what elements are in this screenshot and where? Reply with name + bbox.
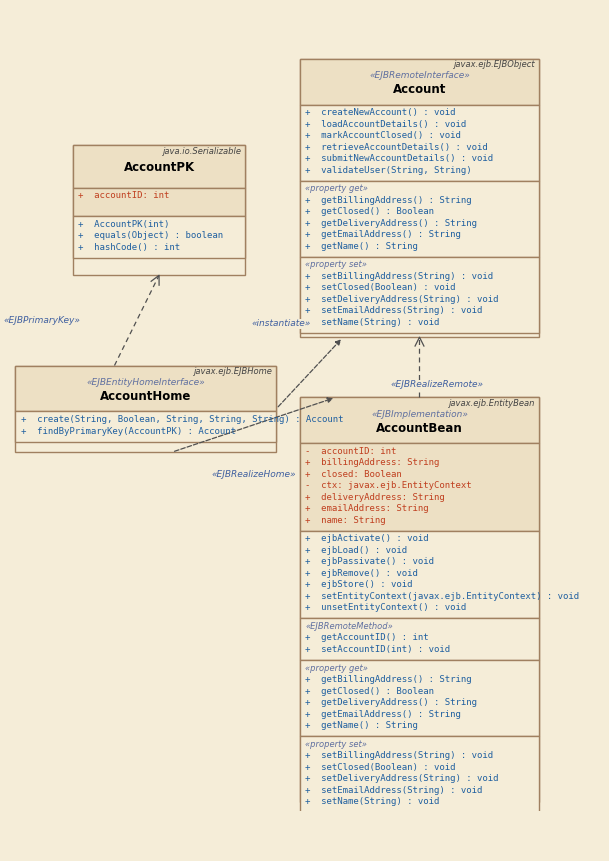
Text: +  findByPrimaryKey(AccountPK) : Account: + findByPrimaryKey(AccountPK) : Account bbox=[21, 426, 236, 436]
Text: +  hashCode() : int: + hashCode() : int bbox=[78, 243, 180, 251]
Text: +  retrieveAccountDetails() : void: + retrieveAccountDetails() : void bbox=[305, 143, 488, 152]
Text: «EJBPrimaryKey»: «EJBPrimaryKey» bbox=[3, 316, 80, 325]
Text: javax.ejb.EntityBean: javax.ejb.EntityBean bbox=[449, 400, 535, 408]
Bar bbox=[15, 366, 276, 412]
Bar bbox=[15, 366, 276, 452]
Text: +  setDeliveryAddress(String) : void: + setDeliveryAddress(String) : void bbox=[305, 294, 499, 304]
Bar bbox=[300, 397, 539, 443]
Text: «EJBRealizeRemote»: «EJBRealizeRemote» bbox=[391, 381, 484, 389]
Text: «EJBRemoteInterface»: «EJBRemoteInterface» bbox=[369, 71, 470, 80]
Bar bbox=[73, 216, 245, 257]
Text: +  setEmailAddress(String) : void: + setEmailAddress(String) : void bbox=[305, 785, 483, 795]
Text: +  getDeliveryAddress() : String: + getDeliveryAddress() : String bbox=[305, 219, 477, 227]
Text: +  setClosed(Boolean) : void: + setClosed(Boolean) : void bbox=[305, 763, 456, 771]
Text: -  ctx: javax.ejb.EntityContext: - ctx: javax.ejb.EntityContext bbox=[305, 481, 472, 491]
Bar bbox=[300, 257, 539, 333]
Bar bbox=[300, 105, 539, 181]
Text: +  getBillingAddress() : String: + getBillingAddress() : String bbox=[305, 195, 472, 205]
Text: +  getEmailAddress() : String: + getEmailAddress() : String bbox=[305, 709, 461, 719]
Text: +  unsetEntityContext() : void: + unsetEntityContext() : void bbox=[305, 604, 466, 612]
Text: «property get»: «property get» bbox=[305, 664, 368, 672]
Text: Account: Account bbox=[393, 84, 446, 96]
Text: javax.ejb.EJBHome: javax.ejb.EJBHome bbox=[194, 368, 273, 376]
Text: «property get»: «property get» bbox=[305, 184, 368, 193]
Text: «EJBImplementation»: «EJBImplementation» bbox=[371, 410, 468, 418]
Text: -  accountID: int: - accountID: int bbox=[305, 447, 397, 455]
Bar bbox=[300, 531, 539, 618]
Bar bbox=[73, 188, 245, 216]
Bar bbox=[300, 59, 539, 338]
Bar bbox=[300, 660, 539, 736]
Text: +  ejbLoad() : void: + ejbLoad() : void bbox=[305, 546, 407, 554]
Text: +  ejbPassivate() : void: + ejbPassivate() : void bbox=[305, 557, 434, 567]
Text: +  setName(String) : void: + setName(String) : void bbox=[305, 797, 440, 806]
Text: «EJBEntityHomeInterface»: «EJBEntityHomeInterface» bbox=[86, 378, 205, 387]
Text: +  create(String, Boolean, String, String, String) : Account: + create(String, Boolean, String, String… bbox=[21, 415, 343, 424]
Bar bbox=[73, 146, 245, 276]
Text: +  setEmailAddress(String) : void: + setEmailAddress(String) : void bbox=[305, 307, 483, 315]
Bar bbox=[300, 59, 539, 105]
Text: +  validateUser(String, String): + validateUser(String, String) bbox=[305, 165, 472, 175]
Text: +  getEmailAddress() : String: + getEmailAddress() : String bbox=[305, 230, 461, 239]
Text: +  deliveryAddress: String: + deliveryAddress: String bbox=[305, 492, 445, 502]
Text: +  getBillingAddress() : String: + getBillingAddress() : String bbox=[305, 675, 472, 684]
Text: +  setAccountID(int) : void: + setAccountID(int) : void bbox=[305, 645, 451, 654]
Text: +  ejbActivate() : void: + ejbActivate() : void bbox=[305, 535, 429, 543]
Bar bbox=[15, 412, 276, 442]
Text: +  getClosed() : Boolean: + getClosed() : Boolean bbox=[305, 208, 434, 216]
Text: «property set»: «property set» bbox=[305, 740, 367, 748]
Text: +  billingAddress: String: + billingAddress: String bbox=[305, 458, 440, 468]
Text: +  setBillingAddress(String) : void: + setBillingAddress(String) : void bbox=[305, 751, 493, 760]
Text: AccountHome: AccountHome bbox=[100, 390, 191, 403]
Text: +  setBillingAddress(String) : void: + setBillingAddress(String) : void bbox=[305, 272, 493, 281]
Text: javax.ejb.EJBObject: javax.ejb.EJBObject bbox=[454, 60, 535, 70]
Text: +  createNewAccount() : void: + createNewAccount() : void bbox=[305, 108, 456, 117]
Text: «EJBRealizeHome»: «EJBRealizeHome» bbox=[212, 470, 297, 479]
Text: +  emailAddress: String: + emailAddress: String bbox=[305, 505, 429, 513]
Text: +  setEntityContext(javax.ejb.EntityContext) : void: + setEntityContext(javax.ejb.EntityConte… bbox=[305, 592, 580, 601]
Text: +  getDeliveryAddress() : String: + getDeliveryAddress() : String bbox=[305, 698, 477, 707]
Text: AccountPK: AccountPK bbox=[124, 161, 195, 174]
Text: +  markAccountClosed() : void: + markAccountClosed() : void bbox=[305, 131, 461, 140]
Text: +  setClosed(Boolean) : void: + setClosed(Boolean) : void bbox=[305, 283, 456, 292]
Text: +  loadAccountDetails() : void: + loadAccountDetails() : void bbox=[305, 120, 466, 128]
Text: +  closed: Boolean: + closed: Boolean bbox=[305, 470, 402, 479]
Bar bbox=[300, 736, 539, 812]
Text: +  accountID: int: + accountID: int bbox=[78, 191, 169, 201]
Text: java.io.Serializable: java.io.Serializable bbox=[163, 147, 242, 156]
Text: AccountBean: AccountBean bbox=[376, 422, 463, 435]
Bar bbox=[300, 618, 539, 660]
Text: +  ejbStore() : void: + ejbStore() : void bbox=[305, 580, 413, 590]
Text: +  AccountPK(int): + AccountPK(int) bbox=[78, 220, 169, 228]
Text: +  getName() : String: + getName() : String bbox=[305, 242, 418, 251]
Bar bbox=[300, 397, 539, 802]
Bar bbox=[300, 181, 539, 257]
Text: +  equals(Object) : boolean: + equals(Object) : boolean bbox=[78, 231, 224, 240]
Text: +  getName() : String: + getName() : String bbox=[305, 721, 418, 730]
Text: +  getClosed() : Boolean: + getClosed() : Boolean bbox=[305, 686, 434, 696]
Bar bbox=[300, 443, 539, 531]
Bar bbox=[73, 146, 245, 188]
Text: +  submitNewAccountDetails() : void: + submitNewAccountDetails() : void bbox=[305, 154, 493, 163]
Text: +  setName(String) : void: + setName(String) : void bbox=[305, 318, 440, 326]
Text: +  name: String: + name: String bbox=[305, 516, 386, 525]
Text: «property set»: «property set» bbox=[305, 260, 367, 269]
Text: «EJBRemoteMethod»: «EJBRemoteMethod» bbox=[305, 622, 393, 631]
Text: +  setDeliveryAddress(String) : void: + setDeliveryAddress(String) : void bbox=[305, 774, 499, 783]
Text: +  getAccountID() : int: + getAccountID() : int bbox=[305, 634, 429, 642]
Text: +  ejbRemove() : void: + ejbRemove() : void bbox=[305, 569, 418, 578]
Text: «instantiate»: «instantiate» bbox=[251, 319, 310, 328]
